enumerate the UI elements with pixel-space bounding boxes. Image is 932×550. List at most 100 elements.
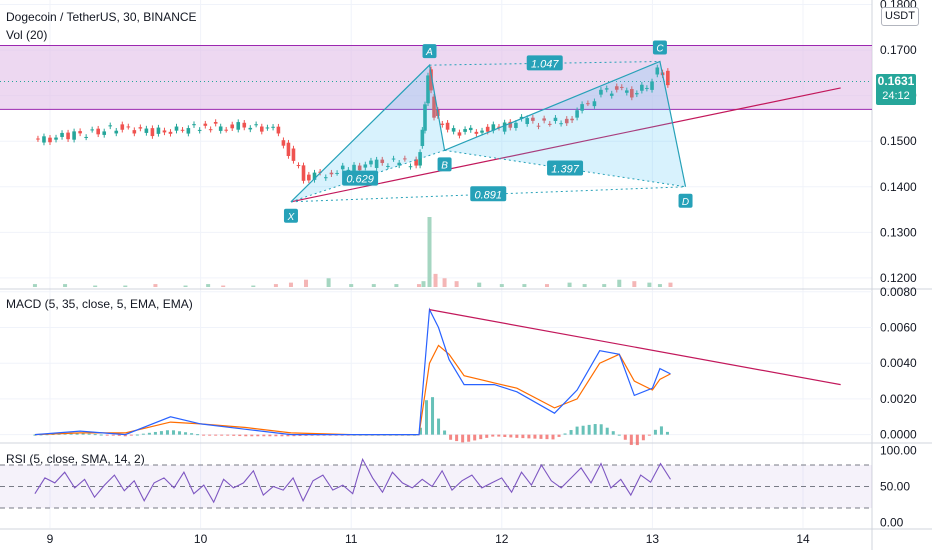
macd-histogram-bar	[431, 397, 435, 435]
x-tick-label: 12	[495, 532, 509, 546]
x-tick-label: 11	[345, 532, 358, 546]
pattern-point-label: A	[425, 47, 433, 58]
volume-bar	[499, 284, 504, 287]
price-tick-label: 0.1200	[880, 271, 917, 285]
macd-tick-label: 0.0080	[880, 285, 917, 299]
macd-histogram-bar	[623, 434, 627, 440]
rsi-line	[34, 457, 671, 504]
macd-histogram-bar	[533, 434, 537, 439]
candle-body	[213, 121, 218, 124]
macd-histogram-bar	[238, 434, 242, 437]
candle-body	[72, 131, 76, 140]
pattern-point-label: D	[682, 197, 689, 208]
macd-histogram-bar	[304, 434, 308, 436]
candle-body	[445, 122, 450, 130]
candle-body	[203, 123, 208, 126]
candle-body	[242, 122, 247, 128]
candle-body	[408, 166, 413, 168]
macd-histogram-bar	[617, 434, 621, 436]
macd-signal-line	[34, 344, 671, 436]
candle-body	[66, 132, 70, 140]
price-tick-label: 0.1500	[880, 134, 917, 148]
macd-histogram-bar	[557, 434, 561, 437]
macd-histogram-bar	[292, 434, 296, 437]
candle-body	[363, 164, 368, 168]
macd-histogram-bar	[503, 434, 507, 437]
pattern-point-badge	[678, 193, 693, 208]
candle-body	[426, 75, 430, 104]
macd-histogram-bar	[63, 433, 67, 435]
volume-bar	[93, 285, 98, 287]
price-tick-label: 0.1800	[880, 0, 917, 12]
candle-body	[340, 165, 345, 170]
candle-body	[391, 158, 396, 160]
volume-bar	[349, 284, 354, 287]
candle-body	[254, 124, 258, 126]
candle-body	[126, 126, 131, 128]
candle-body	[420, 129, 425, 147]
candle-body	[78, 131, 82, 134]
candle-body	[138, 127, 143, 129]
ratio-badge	[470, 186, 507, 202]
x-tick-label: 14	[796, 532, 810, 546]
pattern-point-label: X	[287, 212, 295, 223]
macd-histogram-bar	[153, 431, 157, 435]
pattern-point-badge	[283, 208, 298, 223]
volume-bar	[647, 282, 652, 287]
volume-bar	[206, 284, 211, 287]
macd-histogram-bar	[437, 418, 441, 435]
macd-histogram-bar	[611, 431, 615, 435]
macd-histogram-bar	[256, 434, 260, 437]
ratio-label: 1.397	[551, 164, 579, 176]
macd-histogram-bar	[479, 434, 483, 440]
candle-body	[374, 159, 379, 168]
pattern-point-badge	[652, 40, 667, 55]
candle-body	[352, 164, 356, 171]
macd-histogram-bar	[569, 430, 573, 435]
macd-trendline	[429, 309, 841, 386]
volume-bar	[657, 284, 662, 287]
macd-histogram-bar	[190, 433, 194, 435]
macd-histogram-bar	[635, 434, 639, 446]
ratio-badge	[526, 55, 563, 71]
volume-bar	[32, 284, 37, 287]
candle-body	[666, 70, 670, 86]
candle-body	[265, 127, 270, 129]
volume-bar	[567, 282, 572, 287]
volume-bar	[394, 284, 399, 287]
macd-histogram-bar	[563, 433, 567, 435]
candle-body	[323, 177, 328, 179]
macd-histogram-bar	[497, 434, 501, 437]
candle-body	[281, 140, 286, 146]
pattern-point-badge	[437, 157, 452, 172]
macd-histogram-bar	[99, 434, 103, 436]
candle-body	[307, 174, 311, 181]
macd-histogram-bar	[123, 434, 127, 437]
pattern-point-label: B	[441, 160, 448, 171]
macd-histogram-bar	[171, 430, 175, 435]
macd-histogram-bar	[286, 434, 290, 437]
macd-histogram-bar	[539, 434, 543, 439]
volume-bar	[477, 282, 482, 287]
macd-histogram-bar	[196, 434, 200, 436]
candle-body	[286, 142, 291, 157]
macd-tick-label: 0.0000	[880, 428, 917, 442]
x-tick-label: 13	[646, 532, 660, 546]
macd-histogram-bar	[298, 434, 302, 437]
candle-body	[502, 122, 507, 132]
macd-tick-label: 0.0020	[880, 392, 917, 406]
currency-button[interactable]: USDT	[881, 7, 919, 26]
candle-body	[604, 88, 609, 90]
candle-body	[624, 90, 629, 93]
volume-bar	[522, 284, 527, 287]
volume-bar	[668, 282, 673, 287]
candle-body	[575, 110, 579, 118]
candle-body	[497, 126, 501, 128]
candle-body	[536, 125, 541, 127]
macd-histogram-bar	[509, 434, 513, 438]
chart-title: Dogecoin / TetherUS, 30, BINANCE	[6, 10, 197, 24]
candle-body	[120, 124, 125, 130]
volume-bar	[454, 281, 459, 287]
candle-body	[432, 96, 436, 118]
